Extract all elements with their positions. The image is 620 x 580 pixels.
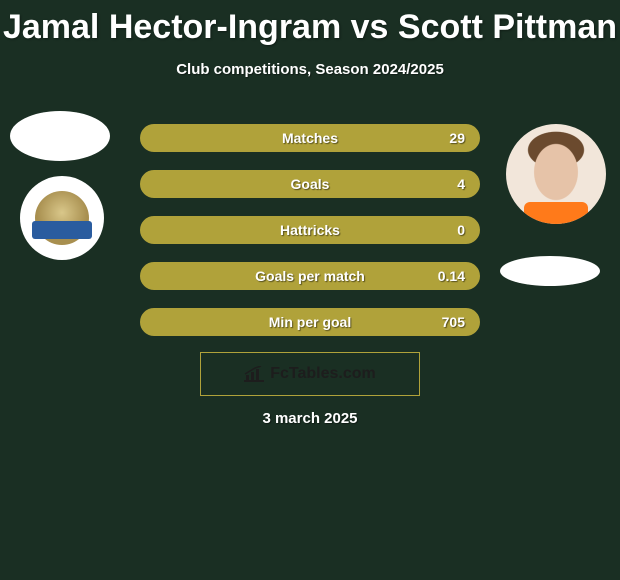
stat-label: Hattricks <box>280 222 340 238</box>
stat-bars: Matches 29 Goals 4 Hattricks 0 Goals per… <box>140 124 480 354</box>
stat-value: 29 <box>449 130 465 146</box>
right-player-avatar <box>506 124 606 224</box>
stat-label: Matches <box>282 130 338 146</box>
page-title: Jamal Hector-Ingram vs Scott Pittman <box>0 0 620 47</box>
stat-bar: Goals per match 0.14 <box>140 262 480 290</box>
stat-label: Goals per match <box>255 268 365 284</box>
stat-value: 705 <box>442 314 465 330</box>
chart-icon <box>244 366 264 382</box>
player-face <box>506 124 606 224</box>
stat-value: 0.14 <box>438 268 465 284</box>
stat-bar: Min per goal 705 <box>140 308 480 336</box>
right-club-placeholder <box>500 256 600 286</box>
page-subtitle: Club competitions, Season 2024/2025 <box>0 61 620 78</box>
left-player-avatar <box>10 111 110 161</box>
stat-label: Min per goal <box>269 314 351 330</box>
date-label: 3 march 2025 <box>0 410 620 427</box>
stat-bar: Matches 29 <box>140 124 480 152</box>
stat-bar: Hattricks 0 <box>140 216 480 244</box>
logo-text: FcTables.com <box>270 365 376 383</box>
stat-value: 4 <box>457 176 465 192</box>
fctables-logo: FcTables.com <box>200 352 420 396</box>
stat-bar: Goals 4 <box>140 170 480 198</box>
stat-label: Goals <box>291 176 330 192</box>
crest-banner <box>32 221 92 239</box>
stat-value: 0 <box>457 222 465 238</box>
crest-graphic <box>35 191 89 245</box>
left-club-crest <box>20 176 104 260</box>
